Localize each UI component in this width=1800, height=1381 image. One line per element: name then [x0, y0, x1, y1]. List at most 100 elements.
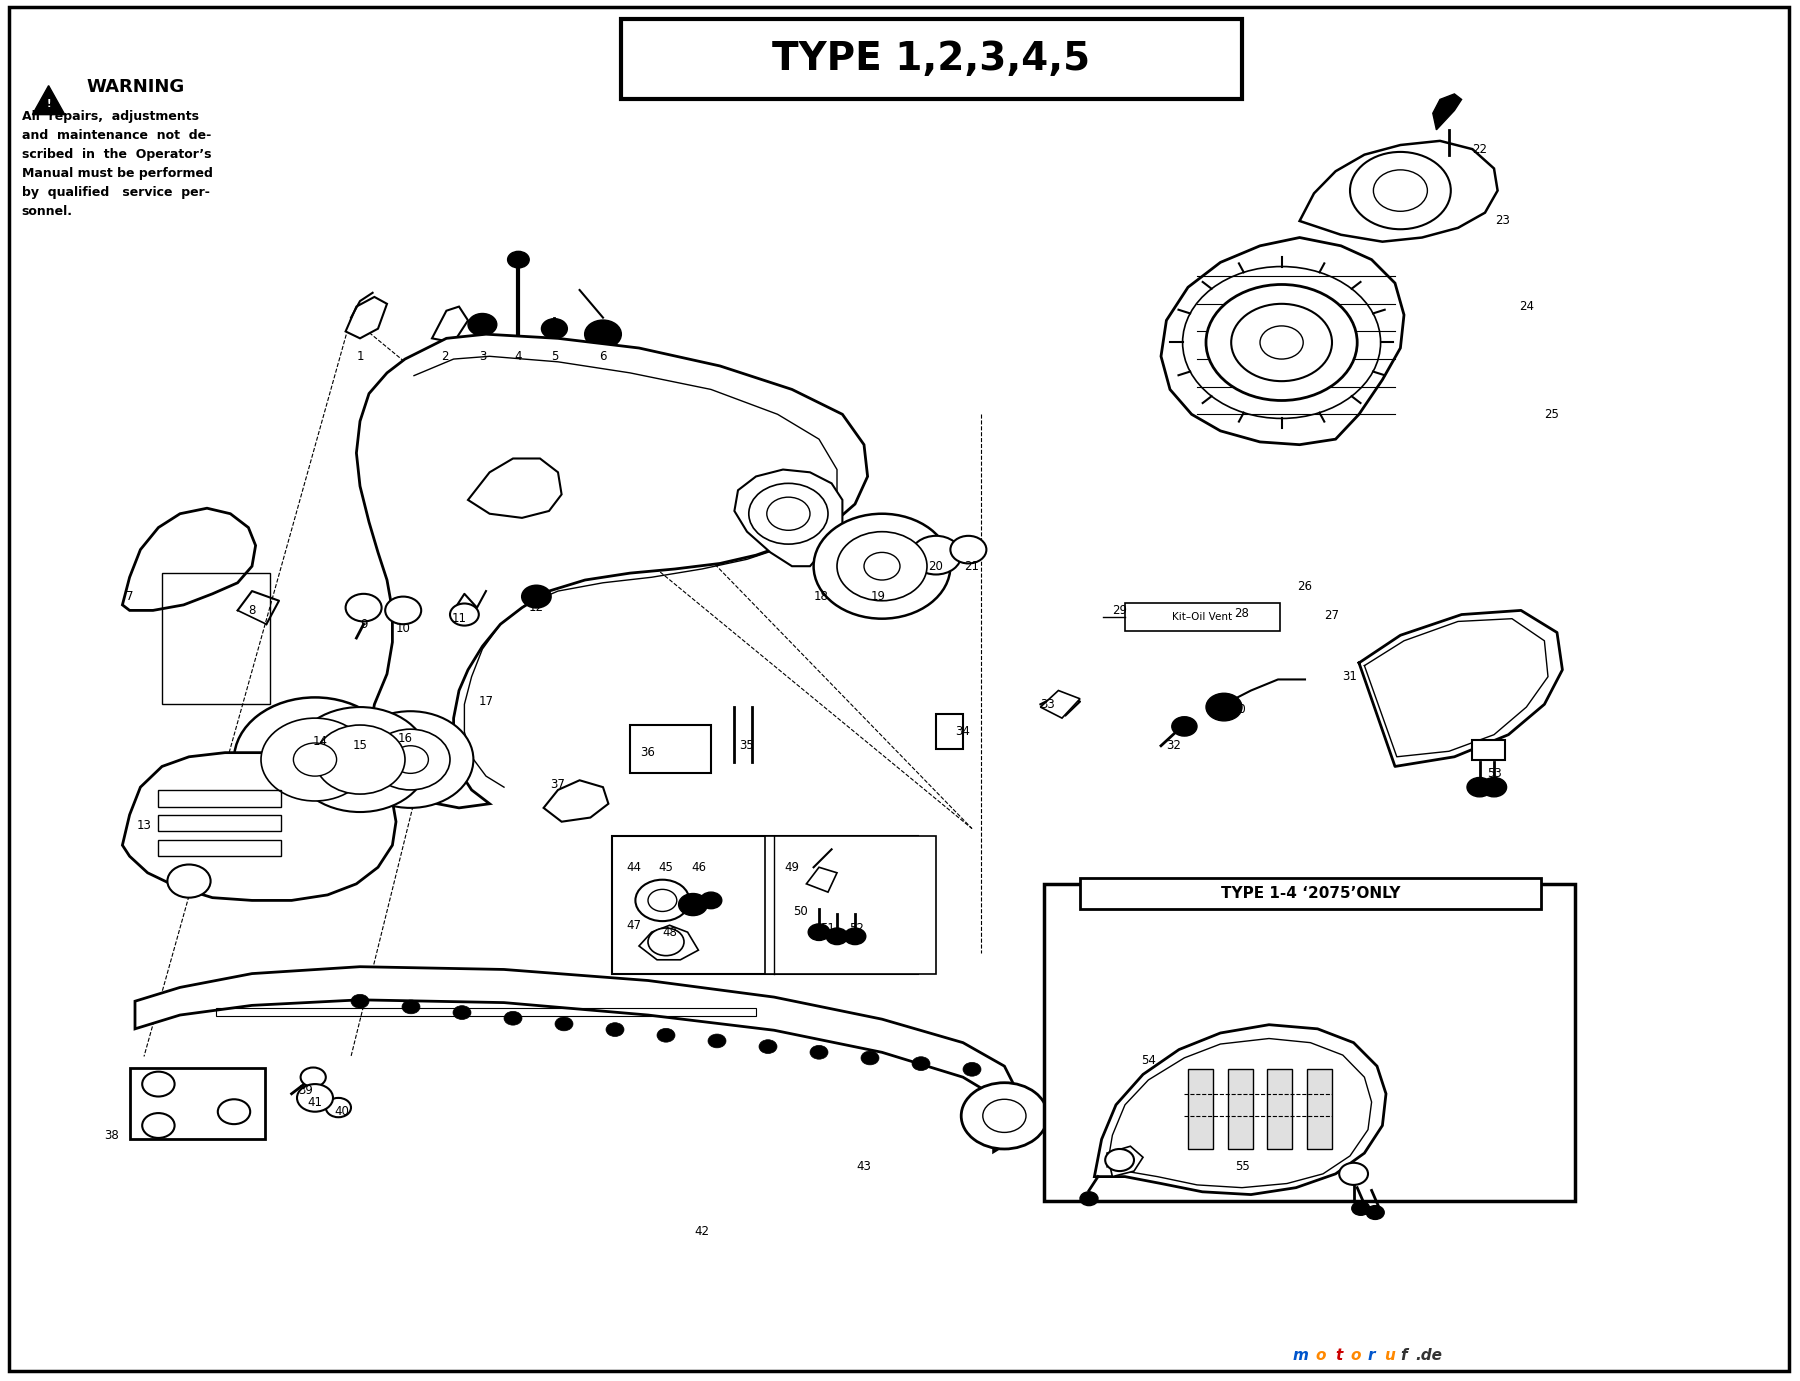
Bar — [1228, 1069, 1253, 1149]
Text: m: m — [1292, 1348, 1309, 1363]
Polygon shape — [1433, 94, 1462, 130]
Circle shape — [635, 880, 689, 921]
Text: 44: 44 — [626, 860, 641, 874]
Text: 34: 34 — [956, 725, 970, 739]
Polygon shape — [1107, 1146, 1143, 1177]
Circle shape — [950, 536, 986, 563]
Text: 41: 41 — [308, 1095, 322, 1109]
Polygon shape — [432, 307, 468, 342]
Circle shape — [808, 924, 830, 940]
Text: 25: 25 — [1544, 407, 1559, 421]
Text: .de: .de — [1415, 1348, 1442, 1363]
Text: 17: 17 — [479, 695, 493, 708]
Polygon shape — [346, 297, 387, 338]
Circle shape — [450, 603, 479, 626]
Text: 12: 12 — [529, 601, 544, 615]
Bar — [1307, 1069, 1332, 1149]
Bar — [1125, 603, 1280, 631]
Circle shape — [468, 313, 497, 336]
Text: 2: 2 — [441, 349, 448, 363]
Circle shape — [749, 483, 828, 544]
Text: 50: 50 — [794, 905, 808, 918]
Text: 36: 36 — [641, 746, 655, 760]
Text: 21: 21 — [965, 559, 979, 573]
Text: 46: 46 — [691, 860, 706, 874]
Text: r: r — [1368, 1348, 1375, 1363]
Circle shape — [454, 1005, 472, 1019]
Polygon shape — [122, 508, 256, 610]
Circle shape — [963, 1062, 981, 1076]
Text: 37: 37 — [551, 778, 565, 791]
Text: u: u — [1384, 1348, 1395, 1363]
Text: 23: 23 — [1496, 214, 1510, 228]
Polygon shape — [1094, 1025, 1386, 1195]
Text: 22: 22 — [1472, 142, 1487, 156]
Circle shape — [401, 1000, 419, 1014]
Text: 10: 10 — [396, 621, 410, 635]
Bar — [1472, 740, 1505, 760]
Text: 47: 47 — [626, 918, 641, 932]
Text: 48: 48 — [662, 925, 677, 939]
Bar — [162, 573, 270, 704]
Circle shape — [301, 1068, 326, 1087]
Circle shape — [347, 711, 473, 808]
Bar — [765, 836, 936, 974]
Text: 4: 4 — [515, 349, 522, 363]
Polygon shape — [122, 753, 396, 900]
Text: !: ! — [47, 98, 50, 109]
Text: 29: 29 — [1112, 603, 1127, 617]
Circle shape — [864, 552, 900, 580]
Circle shape — [1373, 170, 1427, 211]
Bar — [1044, 884, 1575, 1201]
Bar — [1267, 1069, 1292, 1149]
Text: o: o — [1316, 1348, 1327, 1363]
Text: 31: 31 — [1343, 670, 1357, 684]
Circle shape — [218, 1099, 250, 1124]
Circle shape — [167, 865, 211, 898]
Text: 11: 11 — [452, 612, 466, 626]
Circle shape — [1231, 304, 1332, 381]
Circle shape — [648, 889, 677, 911]
Text: 18: 18 — [814, 590, 828, 603]
Polygon shape — [639, 925, 698, 960]
Text: 20: 20 — [929, 559, 943, 573]
Circle shape — [844, 928, 866, 945]
Bar — [630, 725, 711, 773]
Text: 15: 15 — [353, 739, 367, 753]
Circle shape — [166, 579, 187, 595]
Polygon shape — [806, 867, 837, 892]
Text: 13: 13 — [137, 819, 151, 833]
Bar — [216, 1008, 756, 1016]
Polygon shape — [468, 458, 562, 518]
Text: WARNING: WARNING — [86, 77, 185, 97]
Bar — [621, 19, 1242, 99]
Text: 54: 54 — [1141, 1054, 1156, 1068]
Circle shape — [1366, 1206, 1384, 1219]
Circle shape — [1339, 1163, 1368, 1185]
Circle shape — [142, 1072, 175, 1097]
Text: 5: 5 — [551, 349, 558, 363]
Text: 45: 45 — [659, 860, 673, 874]
Text: 14: 14 — [313, 735, 328, 749]
Circle shape — [542, 319, 567, 338]
Text: 1: 1 — [356, 349, 364, 363]
Text: 33: 33 — [1040, 697, 1055, 711]
Circle shape — [1260, 326, 1303, 359]
Circle shape — [585, 320, 621, 348]
Polygon shape — [734, 470, 842, 566]
Circle shape — [810, 1045, 828, 1059]
Circle shape — [1206, 693, 1242, 721]
Polygon shape — [32, 86, 65, 115]
Bar — [936, 714, 963, 749]
Circle shape — [648, 928, 684, 956]
Circle shape — [385, 597, 421, 624]
Bar — [158, 790, 281, 807]
Circle shape — [860, 1051, 878, 1065]
Circle shape — [371, 729, 450, 790]
Bar — [612, 836, 918, 974]
Text: 32: 32 — [1166, 739, 1181, 753]
Polygon shape — [135, 967, 1017, 1152]
Circle shape — [261, 718, 369, 801]
Bar — [130, 1068, 265, 1139]
Circle shape — [346, 594, 382, 621]
